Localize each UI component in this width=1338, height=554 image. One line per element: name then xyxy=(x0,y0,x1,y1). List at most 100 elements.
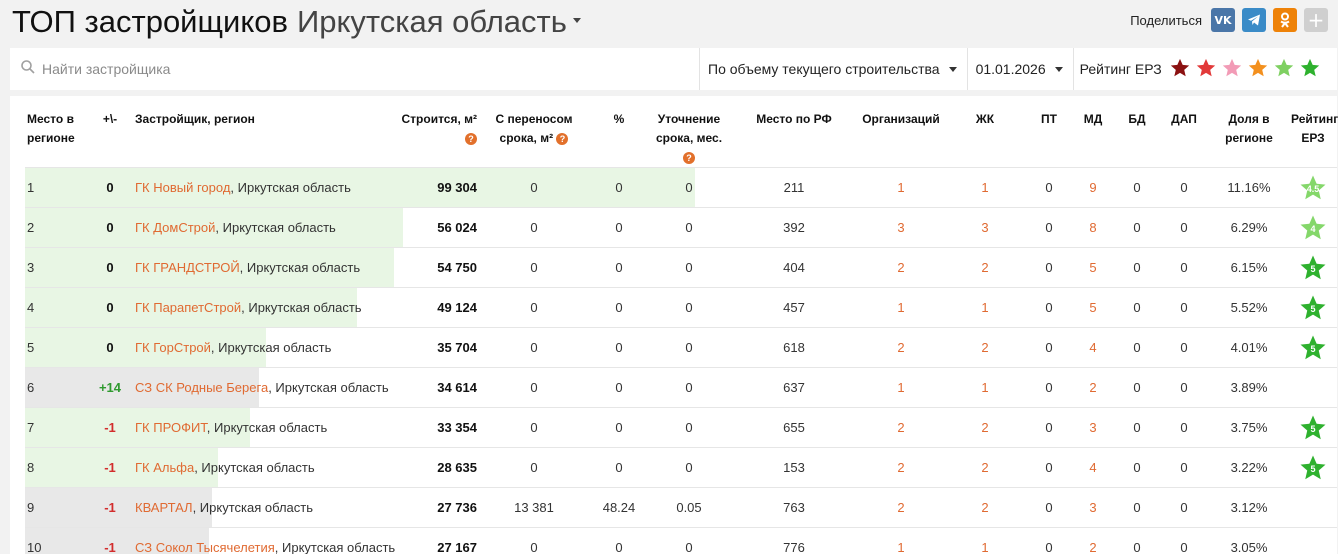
col-header-percent[interactable]: % xyxy=(613,112,625,126)
cell-orgs[interactable]: 3 xyxy=(859,207,943,248)
developer-link[interactable]: СЗ СК Родные Берега xyxy=(135,380,269,395)
rating-star-4-icon[interactable] xyxy=(1247,57,1269,82)
cell-orgs[interactable]: 1 xyxy=(859,367,943,408)
col-header-bd[interactable]: БД xyxy=(1128,112,1146,126)
erz-rating-star-icon[interactable]: 5 xyxy=(1298,453,1328,483)
col-header-rating[interactable]: Рейтинг ЕРЗ xyxy=(1291,112,1338,145)
cell-zhk[interactable]: 3 xyxy=(943,207,1027,248)
region-selector[interactable]: Иркутская область xyxy=(296,4,567,39)
search-input[interactable] xyxy=(42,61,642,77)
cell-orgs[interactable]: 1 xyxy=(859,287,943,328)
developer-link[interactable]: ГК ПарапетСтрой xyxy=(135,300,242,315)
erz-rating-star-icon[interactable]: 4.5 xyxy=(1298,173,1328,203)
cell-developer[interactable]: КВАРТАЛ, Иркутская область xyxy=(133,487,391,528)
col-header-change[interactable]: +\- xyxy=(102,112,118,126)
rating-star-3-icon[interactable] xyxy=(1221,57,1243,82)
cell-zhk[interactable]: 2 xyxy=(943,447,1027,488)
col-header-rf[interactable]: Место по РФ xyxy=(756,112,832,126)
developer-link[interactable]: СЗ Сокол Тысячелетия xyxy=(135,540,275,554)
rating-star-6-icon[interactable] xyxy=(1299,57,1321,82)
date-select[interactable]: 01.01.2026 xyxy=(968,48,1074,90)
help-icon[interactable]: ? xyxy=(556,132,569,145)
developer-link[interactable]: ГК ПРОФИТ xyxy=(135,420,207,435)
cell-orgs[interactable]: 2 xyxy=(859,407,943,448)
erz-rating-star-icon[interactable]: 5 xyxy=(1298,333,1328,363)
col-header-orgs[interactable]: Организаций xyxy=(862,112,940,126)
cell-zhk[interactable]: 2 xyxy=(943,407,1027,448)
developer-link[interactable]: ГК ГРАНДСТРОЙ xyxy=(135,260,240,275)
table-row[interactable]: 2 0 ГК ДомСтрой, Иркутская область 56 024 0 0… xyxy=(25,207,1337,248)
erz-rating-star-icon[interactable]: 4 xyxy=(1298,213,1328,243)
col-header-zhk[interactable]: ЖК xyxy=(975,112,995,126)
table-row[interactable]: 10 -1 СЗ Сокол Тысячелетия, Иркутская обла… xyxy=(25,527,1337,554)
cell-md[interactable]: 4 xyxy=(1071,447,1115,488)
cell-md[interactable]: 3 xyxy=(1071,407,1115,448)
cell-developer[interactable]: ГК ГРАНДСТРОЙ, Иркутская область xyxy=(133,247,391,288)
cell-developer[interactable]: ГК ГорСтрой, Иркутская область xyxy=(133,327,391,368)
col-header-share[interactable]: Доля в регионе xyxy=(1225,112,1273,145)
cell-md[interactable]: 9 xyxy=(1071,167,1115,208)
table-row[interactable]: 6 +14 СЗ СК Родные Берега, Иркутская облас… xyxy=(25,367,1337,408)
sort-select[interactable]: По объему текущего строительства xyxy=(700,48,968,90)
ok-share-icon[interactable] xyxy=(1273,8,1297,32)
col-header-dap[interactable]: ДАП xyxy=(1171,112,1197,126)
help-icon[interactable]: ? xyxy=(465,132,477,145)
cell-orgs[interactable]: 2 xyxy=(859,247,943,288)
developer-link[interactable]: ГК Новый город xyxy=(135,180,231,195)
rating-star-1-icon[interactable] xyxy=(1169,57,1191,82)
table-row[interactable]: 1 0 ГК Новый город, Иркутская область 99 30… xyxy=(25,167,1337,208)
vk-share-icon[interactable]: VK xyxy=(1211,8,1235,32)
col-header-place[interactable]: Место в регионе xyxy=(27,112,75,145)
cell-md[interactable]: 2 xyxy=(1071,367,1115,408)
cell-orgs[interactable]: 1 xyxy=(859,167,943,208)
table-row[interactable]: 9 -1 КВАРТАЛ, Иркутская область 27 736 13 38… xyxy=(25,487,1337,528)
rating-star-5-icon[interactable] xyxy=(1273,57,1295,82)
erz-rating-star-icon[interactable]: 5 xyxy=(1298,413,1328,443)
cell-developer[interactable]: ГК ПарапетСтрой, Иркутская область xyxy=(133,287,391,328)
cell-zhk[interactable]: 2 xyxy=(943,247,1027,288)
cell-zhk[interactable]: 1 xyxy=(943,167,1027,208)
col-header-md[interactable]: МД xyxy=(1083,112,1103,126)
developer-link[interactable]: ГК Альфа xyxy=(135,460,195,475)
cell-zhk[interactable]: 2 xyxy=(943,487,1027,528)
developer-link[interactable]: ГК ДомСтрой xyxy=(135,220,216,235)
cell-developer[interactable]: ГК ДомСтрой, Иркутская область xyxy=(133,207,391,248)
developer-link[interactable]: КВАРТАЛ xyxy=(135,500,193,515)
cell-md[interactable]: 5 xyxy=(1071,287,1115,328)
plus-icon[interactable]: + xyxy=(1304,8,1328,32)
col-header-shifted[interactable]: С переносом срока, м² ? xyxy=(479,108,589,168)
table-row[interactable]: 7 -1 ГК ПРОФИТ, Иркутская область 33 354 0 0 0… xyxy=(25,407,1337,448)
help-icon[interactable]: ? xyxy=(683,151,695,164)
cell-developer[interactable]: СЗ СК Родные Берега, Иркутская область xyxy=(133,367,391,408)
cell-developer[interactable]: СЗ Сокол Тысячелетия, Иркутская область xyxy=(133,527,395,554)
chevron-down-icon[interactable] xyxy=(572,17,581,23)
cell-zhk[interactable]: 2 xyxy=(943,327,1027,368)
cell-md[interactable]: 4 xyxy=(1071,327,1115,368)
developer-link[interactable]: ГК ГорСтрой xyxy=(135,340,211,355)
cell-md[interactable]: 3 xyxy=(1071,487,1115,528)
erz-rating-star-icon[interactable]: 5 xyxy=(1298,293,1328,323)
table-row[interactable]: 4 0 ГК ПарапетСтрой, Иркутская область 49 1… xyxy=(25,287,1337,328)
col-header-developer[interactable]: Застройщик, регион xyxy=(135,112,255,126)
cell-orgs[interactable]: 2 xyxy=(859,487,943,528)
cell-developer[interactable]: ГК ПРОФИТ, Иркутская область xyxy=(133,407,391,448)
cell-developer[interactable]: ГК Новый город, Иркутская область xyxy=(133,167,391,208)
cell-developer[interactable]: ГК Альфа, Иркутская область xyxy=(133,447,391,488)
table-row[interactable]: 5 0 ГК ГорСтрой, Иркутская область 35 704 0 0… xyxy=(25,327,1337,368)
cell-orgs[interactable]: 1 xyxy=(859,527,943,554)
cell-zhk[interactable]: 1 xyxy=(943,527,1027,554)
col-header-clarify[interactable]: Уточнение срока, мес. ? xyxy=(649,108,729,168)
erz-rating-star-icon[interactable]: 5 xyxy=(1298,253,1328,283)
cell-zhk[interactable]: 1 xyxy=(943,367,1027,408)
cell-orgs[interactable]: 2 xyxy=(859,447,943,488)
col-header-building[interactable]: Строится, м²? xyxy=(391,108,479,168)
cell-md[interactable]: 8 xyxy=(1071,207,1115,248)
cell-md[interactable]: 2 xyxy=(1071,527,1115,554)
table-row[interactable]: 8 -1 ГК Альфа, Иркутская область 28 635 0 0 0 1… xyxy=(25,447,1337,488)
cell-md[interactable]: 5 xyxy=(1071,247,1115,288)
cell-zhk[interactable]: 1 xyxy=(943,287,1027,328)
cell-orgs[interactable]: 2 xyxy=(859,327,943,368)
telegram-share-icon[interactable] xyxy=(1242,8,1266,32)
col-header-pt[interactable]: ПТ xyxy=(1041,112,1057,126)
rating-star-2-icon[interactable] xyxy=(1195,57,1217,82)
